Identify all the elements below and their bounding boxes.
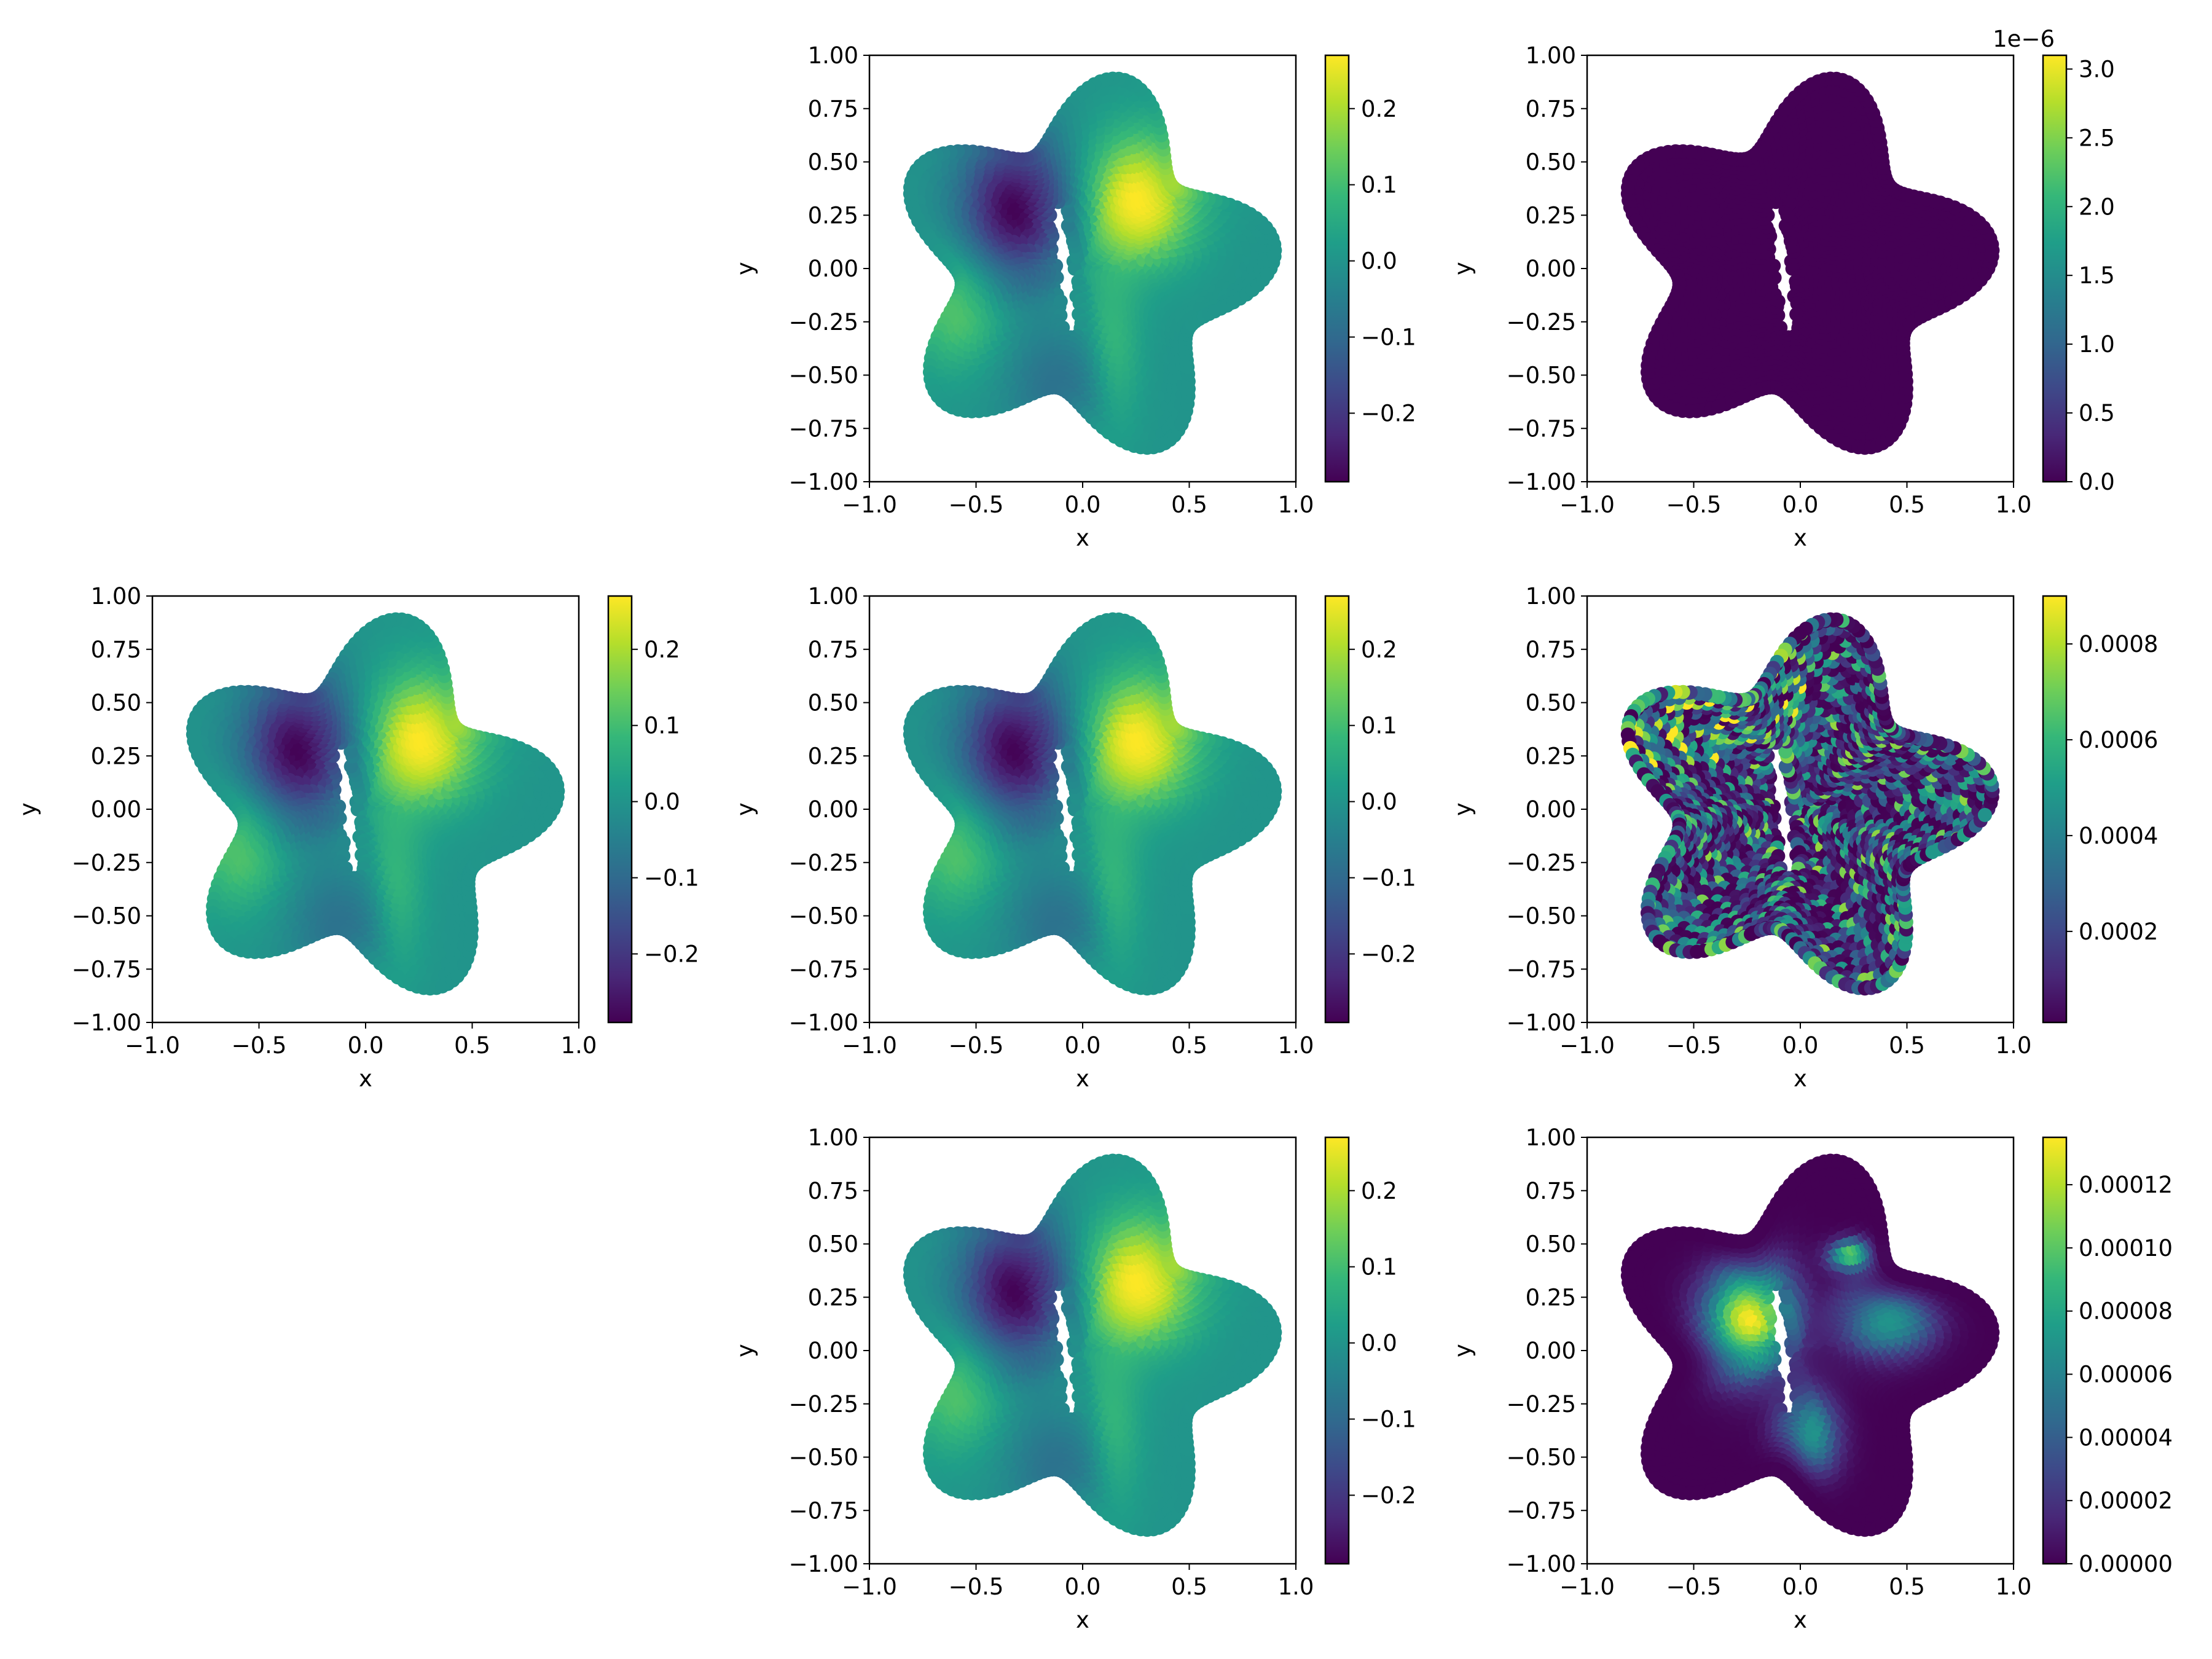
x-axis-label: x bbox=[1076, 525, 1089, 551]
x-tick-label: −0.5 bbox=[1666, 492, 1722, 518]
y-tick-label: 0.00 bbox=[808, 256, 858, 282]
y-tick-label: 1.00 bbox=[1526, 42, 1576, 69]
colorbar-offset-label: 1e−6 bbox=[1993, 26, 2055, 52]
x-tick-label: 0.0 bbox=[1065, 492, 1101, 518]
scatter-points-r0c1 bbox=[903, 71, 1282, 455]
y-tick-label: 0.25 bbox=[808, 202, 858, 229]
x-tick-label: 0.5 bbox=[1171, 492, 1207, 518]
y-tick-label: −0.75 bbox=[789, 415, 858, 442]
colorbar-r0c2 bbox=[2042, 54, 2068, 483]
y-axis-label: y bbox=[1449, 262, 1476, 275]
colorbar-tick-label: 1.5 bbox=[2079, 262, 2115, 289]
y-tick-label: 0.25 bbox=[1526, 202, 1576, 229]
colorbar-tick-label: 0.0 bbox=[2079, 469, 2115, 495]
x-tick-label: −0.5 bbox=[949, 492, 1004, 518]
colorbar-tick-label: 1.0 bbox=[2079, 331, 2115, 358]
colorbar-tick-label: 2.0 bbox=[2079, 194, 2115, 220]
y-tick-label: 0.00 bbox=[1526, 256, 1576, 282]
colorbar-tick-label: 0.1 bbox=[1361, 172, 1397, 198]
x-tick-label: −1.0 bbox=[1559, 492, 1615, 518]
x-tick-label: −1.0 bbox=[842, 492, 897, 518]
y-tick-label: −0.25 bbox=[789, 309, 858, 335]
scatter-point bbox=[1260, 267, 1274, 281]
colorbar-tick-label: 2.5 bbox=[2079, 125, 2115, 151]
colorbar-tick-label: −0.2 bbox=[1361, 400, 1416, 426]
x-tick-label: 0.5 bbox=[1889, 492, 1925, 518]
y-tick-label: 1.00 bbox=[808, 42, 858, 69]
y-tick-label: 0.50 bbox=[1526, 149, 1576, 176]
y-tick-label: −0.25 bbox=[1507, 309, 1576, 335]
colorbar-tick-label: −0.1 bbox=[1361, 324, 1416, 351]
y-tick-label: −1.00 bbox=[789, 469, 858, 495]
y-tick-label: 0.50 bbox=[808, 149, 858, 176]
scatter-point bbox=[1977, 267, 1992, 281]
y-tick-label: 0.75 bbox=[1526, 96, 1576, 122]
panel-r0c1: −1.0 −0.5 0.0 0.5 1.0 −1.00 −0.75 −0.50 −0.25 0.0… bbox=[732, 42, 1416, 551]
x-tick-label: 1.0 bbox=[1278, 492, 1314, 518]
panels-layer: −1.0 −0.5 0.0 0.5 1.0 −1.00 −0.75 −0.50 −0.25 0.0… bbox=[15, 26, 2173, 1633]
x-tick-label: 0.0 bbox=[1783, 492, 1819, 518]
colorbar-tick-label: 3.0 bbox=[2079, 56, 2115, 82]
y-tick-label: 0.75 bbox=[808, 96, 858, 122]
y-axis-label: y bbox=[732, 262, 758, 275]
y-tick-label: −0.50 bbox=[1507, 363, 1576, 389]
colorbar-tick-label: 0.5 bbox=[2079, 400, 2115, 426]
colorbar-tick-label: 0.0 bbox=[1361, 248, 1397, 275]
colorbar-r0c1 bbox=[1324, 54, 1350, 483]
y-tick-label: −1.00 bbox=[1507, 469, 1576, 495]
colorbar-tick-label: 0.2 bbox=[1361, 96, 1397, 122]
x-tick-label: 1.0 bbox=[1996, 492, 2032, 518]
y-tick-label: −0.75 bbox=[1507, 415, 1576, 442]
x-axis-label: x bbox=[1794, 525, 1807, 551]
y-tick-label: −0.50 bbox=[789, 363, 858, 389]
